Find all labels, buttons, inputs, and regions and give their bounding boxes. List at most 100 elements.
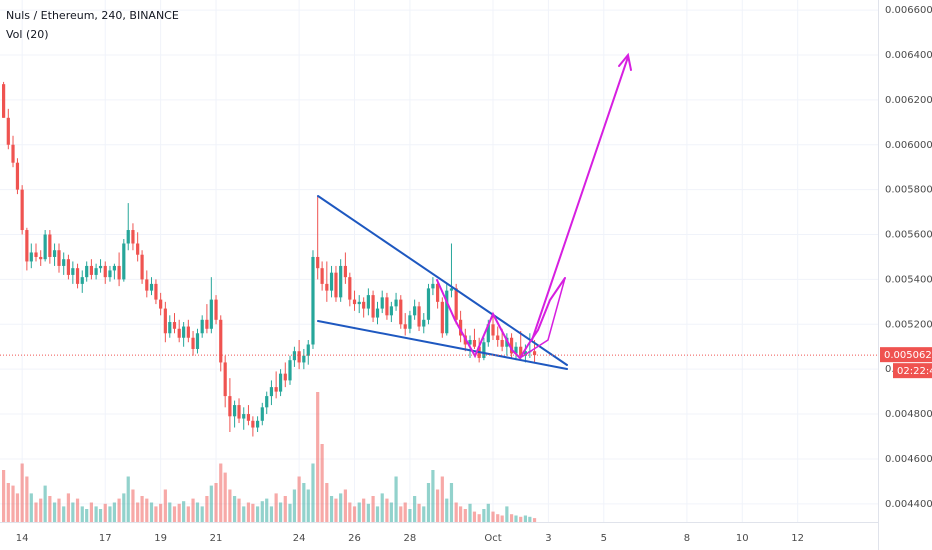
volume-bar — [459, 506, 463, 522]
drawings — [317, 52, 632, 370]
volume-bar — [477, 514, 481, 522]
volume-bar — [255, 506, 260, 522]
volume-bar — [39, 498, 43, 522]
volume-bar — [375, 506, 380, 522]
volume-bar — [117, 498, 121, 522]
candle-body — [168, 322, 172, 334]
volume-bar — [75, 498, 80, 522]
candle-body — [380, 297, 384, 309]
candle-body — [71, 268, 75, 275]
candle-body — [399, 299, 403, 325]
candle-body — [445, 290, 449, 334]
candle-body — [449, 288, 454, 291]
volume-bar — [343, 489, 347, 522]
candle-body — [491, 324, 495, 336]
volume-bar — [436, 489, 440, 522]
volume-bar — [454, 502, 458, 522]
candle-body — [269, 387, 274, 397]
x-tick-label: 19 — [154, 533, 167, 544]
volume-bar — [237, 498, 241, 522]
y-tick-label: 0.00600000 — [885, 140, 932, 151]
volume-bar — [380, 493, 384, 522]
x-tick-label: 24 — [293, 533, 306, 544]
volume-bar — [15, 493, 20, 522]
volume-bar — [85, 509, 89, 522]
candle-body — [29, 252, 33, 262]
x-tick-label: 17 — [99, 533, 112, 544]
candle-body — [242, 414, 246, 419]
candle-body — [357, 301, 361, 305]
candle-body — [343, 265, 347, 278]
candle-body — [320, 268, 324, 284]
x-tick-label: 8 — [684, 533, 690, 544]
candle-body — [223, 362, 227, 397]
volume-bar — [532, 518, 537, 522]
candle-body — [514, 346, 518, 354]
volume-bar — [316, 392, 320, 522]
candle-body — [182, 326, 186, 338]
y-tick-label: 0.00480000 — [885, 409, 932, 420]
candle-body — [385, 297, 389, 316]
candle-body — [283, 373, 287, 381]
volume-bar — [297, 476, 301, 522]
candle-body — [48, 234, 52, 257]
candle-body — [339, 265, 343, 298]
candle-body — [459, 319, 463, 336]
wave-path-2 — [519, 277, 566, 359]
x-tick-label: 3 — [545, 533, 551, 544]
candle-body — [325, 283, 329, 291]
volume-bar — [311, 463, 315, 522]
candle-body — [11, 144, 15, 163]
volume-bar — [325, 483, 329, 522]
candle-body — [486, 324, 490, 343]
volume-bar — [191, 498, 195, 522]
candle-body — [472, 339, 477, 347]
candle-body — [126, 230, 130, 244]
candle-body — [34, 252, 38, 257]
candle-body — [375, 308, 380, 318]
volume-bar — [177, 503, 181, 522]
candle-body — [85, 265, 89, 278]
candle-body — [191, 337, 195, 349]
grid — [0, 0, 878, 522]
candle-body — [25, 230, 29, 262]
volume-bar — [98, 509, 103, 522]
y-tick-label: 0.00660000 — [885, 5, 932, 16]
volume-bar — [274, 493, 278, 522]
y-tick-label: 0.00580000 — [885, 185, 932, 196]
volume-bar — [403, 502, 407, 522]
candle-body — [422, 319, 426, 327]
volume-bar — [445, 498, 449, 522]
candle-body — [482, 342, 486, 358]
candle-body — [352, 299, 357, 305]
candle-body — [62, 259, 66, 266]
volume-bar — [112, 502, 116, 522]
volume-bar — [320, 444, 324, 522]
candle-body — [278, 373, 283, 392]
candle-body — [57, 250, 61, 266]
volume-bar — [126, 476, 130, 522]
candle-body — [149, 283, 154, 291]
candle-body — [426, 288, 431, 320]
candle-body — [214, 299, 218, 320]
volume-bar — [66, 493, 71, 522]
volume-bar — [154, 506, 158, 522]
volume-bar — [463, 509, 467, 522]
candle-body — [251, 420, 255, 428]
volume-bar — [528, 516, 532, 522]
candles — [2, 81, 537, 437]
volume-bar — [334, 498, 338, 522]
volume-bar — [426, 483, 431, 522]
volume-bar — [136, 502, 140, 522]
candle-body — [2, 84, 6, 118]
candle-body — [417, 306, 421, 327]
x-tick-label: 14 — [16, 533, 29, 544]
candle-body — [348, 277, 352, 300]
volume-bar — [269, 506, 274, 522]
x-tick-label: 10 — [736, 533, 749, 544]
volume-bar — [52, 502, 57, 522]
candle-body — [334, 272, 338, 298]
candle-body — [122, 243, 126, 280]
volume-bar — [242, 506, 246, 522]
